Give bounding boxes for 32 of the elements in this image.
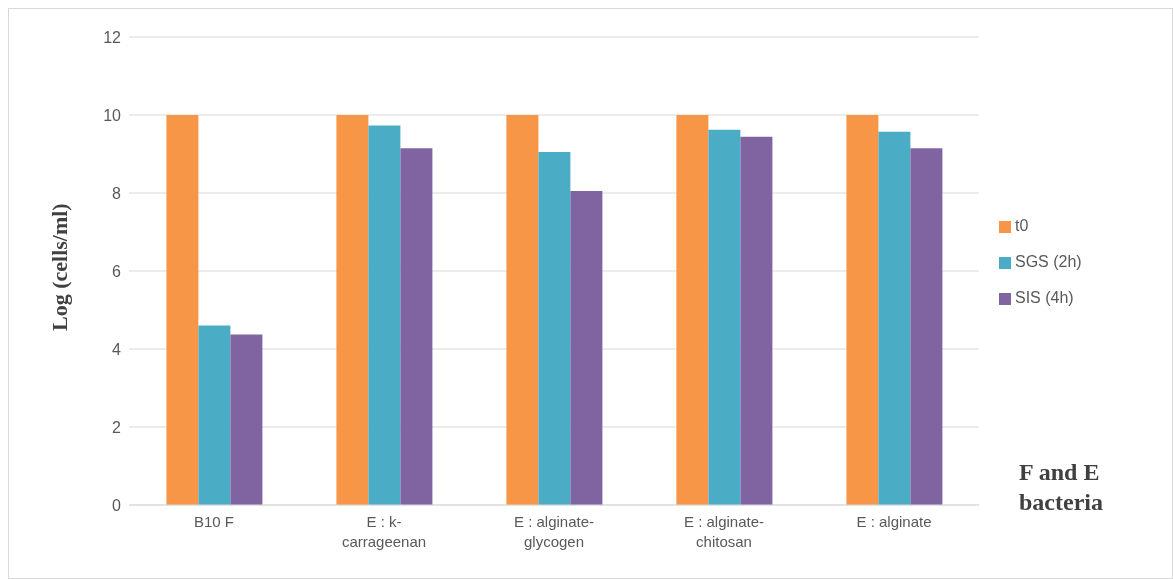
x-axis-title: F and E bacteria [1019,458,1104,517]
x-tick-label: E : alginate-chitosan [683,513,765,550]
bar [198,325,231,505]
bar [910,148,943,505]
y-tick-label: 2 [112,418,122,436]
y-tick-label: 10 [103,106,122,124]
bar [506,115,539,505]
x-tick-label: E : k-carrageenan [341,513,427,550]
x-tick-label: E : alginate [856,513,932,530]
y-axis-title: Log (cells/ml) [46,203,72,331]
legend-label: SIS (4h) [1015,289,1074,306]
y-tick-label: 4 [112,340,122,358]
bar [368,125,401,505]
bar [708,129,741,505]
bar [400,148,433,505]
y-tick-label: 6 [112,262,122,280]
bar [336,115,369,505]
bar [538,152,571,505]
x-tick-label: B10 F [193,513,235,530]
bar [570,191,603,505]
y-tick-label: 8 [112,184,122,202]
legend-label: SGS (2h) [1015,253,1082,270]
bar [846,115,879,505]
bar [676,115,709,505]
x-tick-label: E : alginate-glycogen [513,513,595,550]
bar [740,136,773,505]
y-tick-label: 0 [112,496,122,514]
y-tick-label: 12 [103,28,122,46]
bar [166,115,199,505]
bar [878,131,911,505]
legend-label: t0 [1015,217,1029,234]
bar [230,334,263,505]
